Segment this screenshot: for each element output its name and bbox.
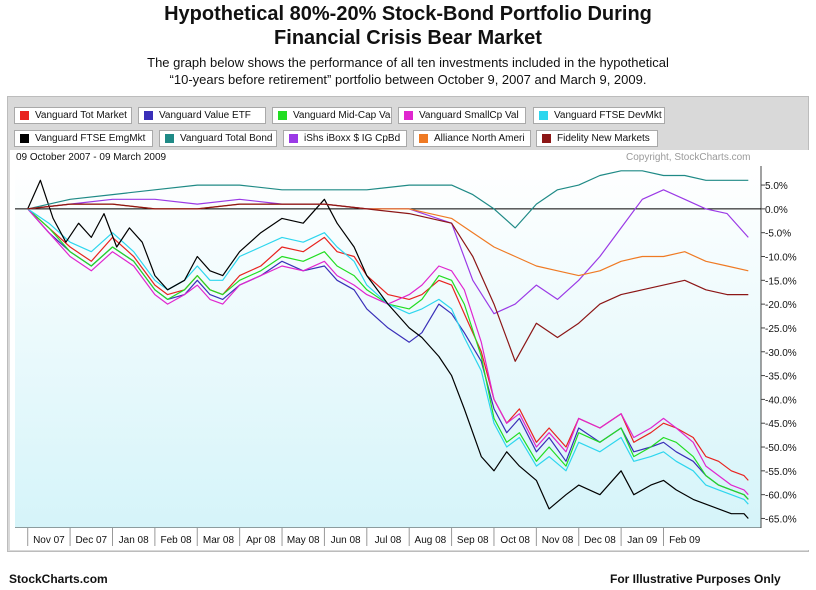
series-line-2 [27,208,749,500]
legend-label: Vanguard Value ETF [159,110,251,121]
series-line-6 [27,170,749,229]
x-tick-label: Nov 07 [33,535,65,546]
legend-swatch [20,134,29,143]
legend-item-4[interactable]: Vanguard FTSE DevMkt [533,107,665,124]
legend-swatch [20,111,29,120]
y-tick-label: -45.0% [765,419,797,430]
legend-swatch [539,111,548,120]
legend-item-0[interactable]: Vanguard Tot Market [14,107,132,124]
series-line-1 [27,208,749,500]
legend-swatch [289,134,298,143]
legend-swatch [165,134,174,143]
legend-label: Vanguard Total Bond [180,133,273,144]
chart-subtitle-line-2: “10-years before retirement” portfolio b… [169,72,647,87]
y-tick-label: -40.0% [765,395,797,406]
date-range-label: 09 October 2007 - 09 March 2009 [16,152,167,163]
y-tick-label: -25.0% [765,324,797,335]
y-tick-label: -20.0% [765,300,797,311]
x-tick-label: Oct 08 [500,535,530,546]
legend-label: Vanguard FTSE DevMkt [554,110,662,121]
legend-swatch [419,134,428,143]
y-tick-label: -65.0% [765,514,797,525]
x-tick-label: Jan 08 [119,535,149,546]
legend-label: Vanguard FTSE EmgMkt [35,133,146,144]
series-line-3 [27,208,749,496]
legend-label: Alliance North Ameri [434,133,525,144]
chart-title: Hypothetical 80%-20% Stock-Bond Portfoli… [0,2,816,50]
series-line-9 [27,203,749,362]
legend-label: Vanguard Mid-Cap Val [293,110,392,121]
legend-item-9[interactable]: Fidelity New Markets [536,130,658,147]
legend-label: Fidelity New Markets [557,133,650,144]
legend-swatch [278,111,287,120]
legend-item-8[interactable]: Alliance North Ameri [413,130,531,147]
x-tick-label: Sep 08 [457,535,489,546]
chart-subtitle: The graph below shows the performance of… [0,54,816,88]
x-tick-label: Aug 08 [415,535,447,546]
legend-swatch [144,111,153,120]
x-tick-label: Feb 09 [669,535,701,546]
x-axis-band [15,528,761,548]
x-tick-label: Jul 08 [375,535,402,546]
x-tick-label: Mar 08 [203,535,235,546]
footer-brand: StockCharts.com [9,572,108,586]
chart-title-line-1: Hypothetical 80%-20% Stock-Bond Portfoli… [164,3,652,25]
y-tick-label: 0.0% [765,205,788,216]
series-line-5 [27,179,749,519]
series-line-7 [27,189,749,315]
x-tick-label: Dec 07 [75,535,107,546]
x-tick-label: Jun 08 [331,535,361,546]
copyright-label: Copyright, StockCharts.com [626,152,751,163]
x-tick-label: Jan 09 [627,535,657,546]
plot-area [15,166,761,528]
y-tick-label: -60.0% [765,491,797,502]
y-tick-label: -30.0% [765,348,797,359]
legend-item-6[interactable]: Vanguard Total Bond [159,130,277,147]
chart-title-line-2: Financial Crisis Bear Market [274,27,542,49]
legend-label: Vanguard SmallCp Val [419,110,519,121]
legend-label: Vanguard Tot Market [35,110,127,121]
x-tick-label: Apr 08 [246,535,276,546]
y-tick-label: -35.0% [765,372,797,383]
legend-label: iShs iBoxx $ IG CpBd [304,133,401,144]
y-tick-label: -55.0% [765,467,797,478]
x-tick-label: Nov 08 [542,535,574,546]
legend-swatch [542,134,551,143]
legend-item-7[interactable]: iShs iBoxx $ IG CpBd [283,130,407,147]
chart-subtitle-line-1: The graph below shows the performance of… [147,55,669,70]
y-tick-label: -5.0% [765,229,791,240]
y-tick-label: -10.0% [765,253,797,264]
legend-item-3[interactable]: Vanguard SmallCp Val [398,107,526,124]
y-tick-label: -15.0% [765,276,797,287]
x-tick-label: May 08 [287,535,320,546]
x-tick-label: Dec 08 [584,535,616,546]
legend-item-1[interactable]: Vanguard Value ETF [138,107,266,124]
x-tick-label: Feb 08 [160,535,192,546]
y-tick-label: 5.0% [765,181,788,192]
legend-item-5[interactable]: Vanguard FTSE EmgMkt [14,130,153,147]
y-tick-label: -50.0% [765,443,797,454]
legend-item-2[interactable]: Vanguard Mid-Cap Val [272,107,392,124]
legend-swatch [404,111,413,120]
footer-disclaimer: For Illustrative Purposes Only [610,572,781,586]
